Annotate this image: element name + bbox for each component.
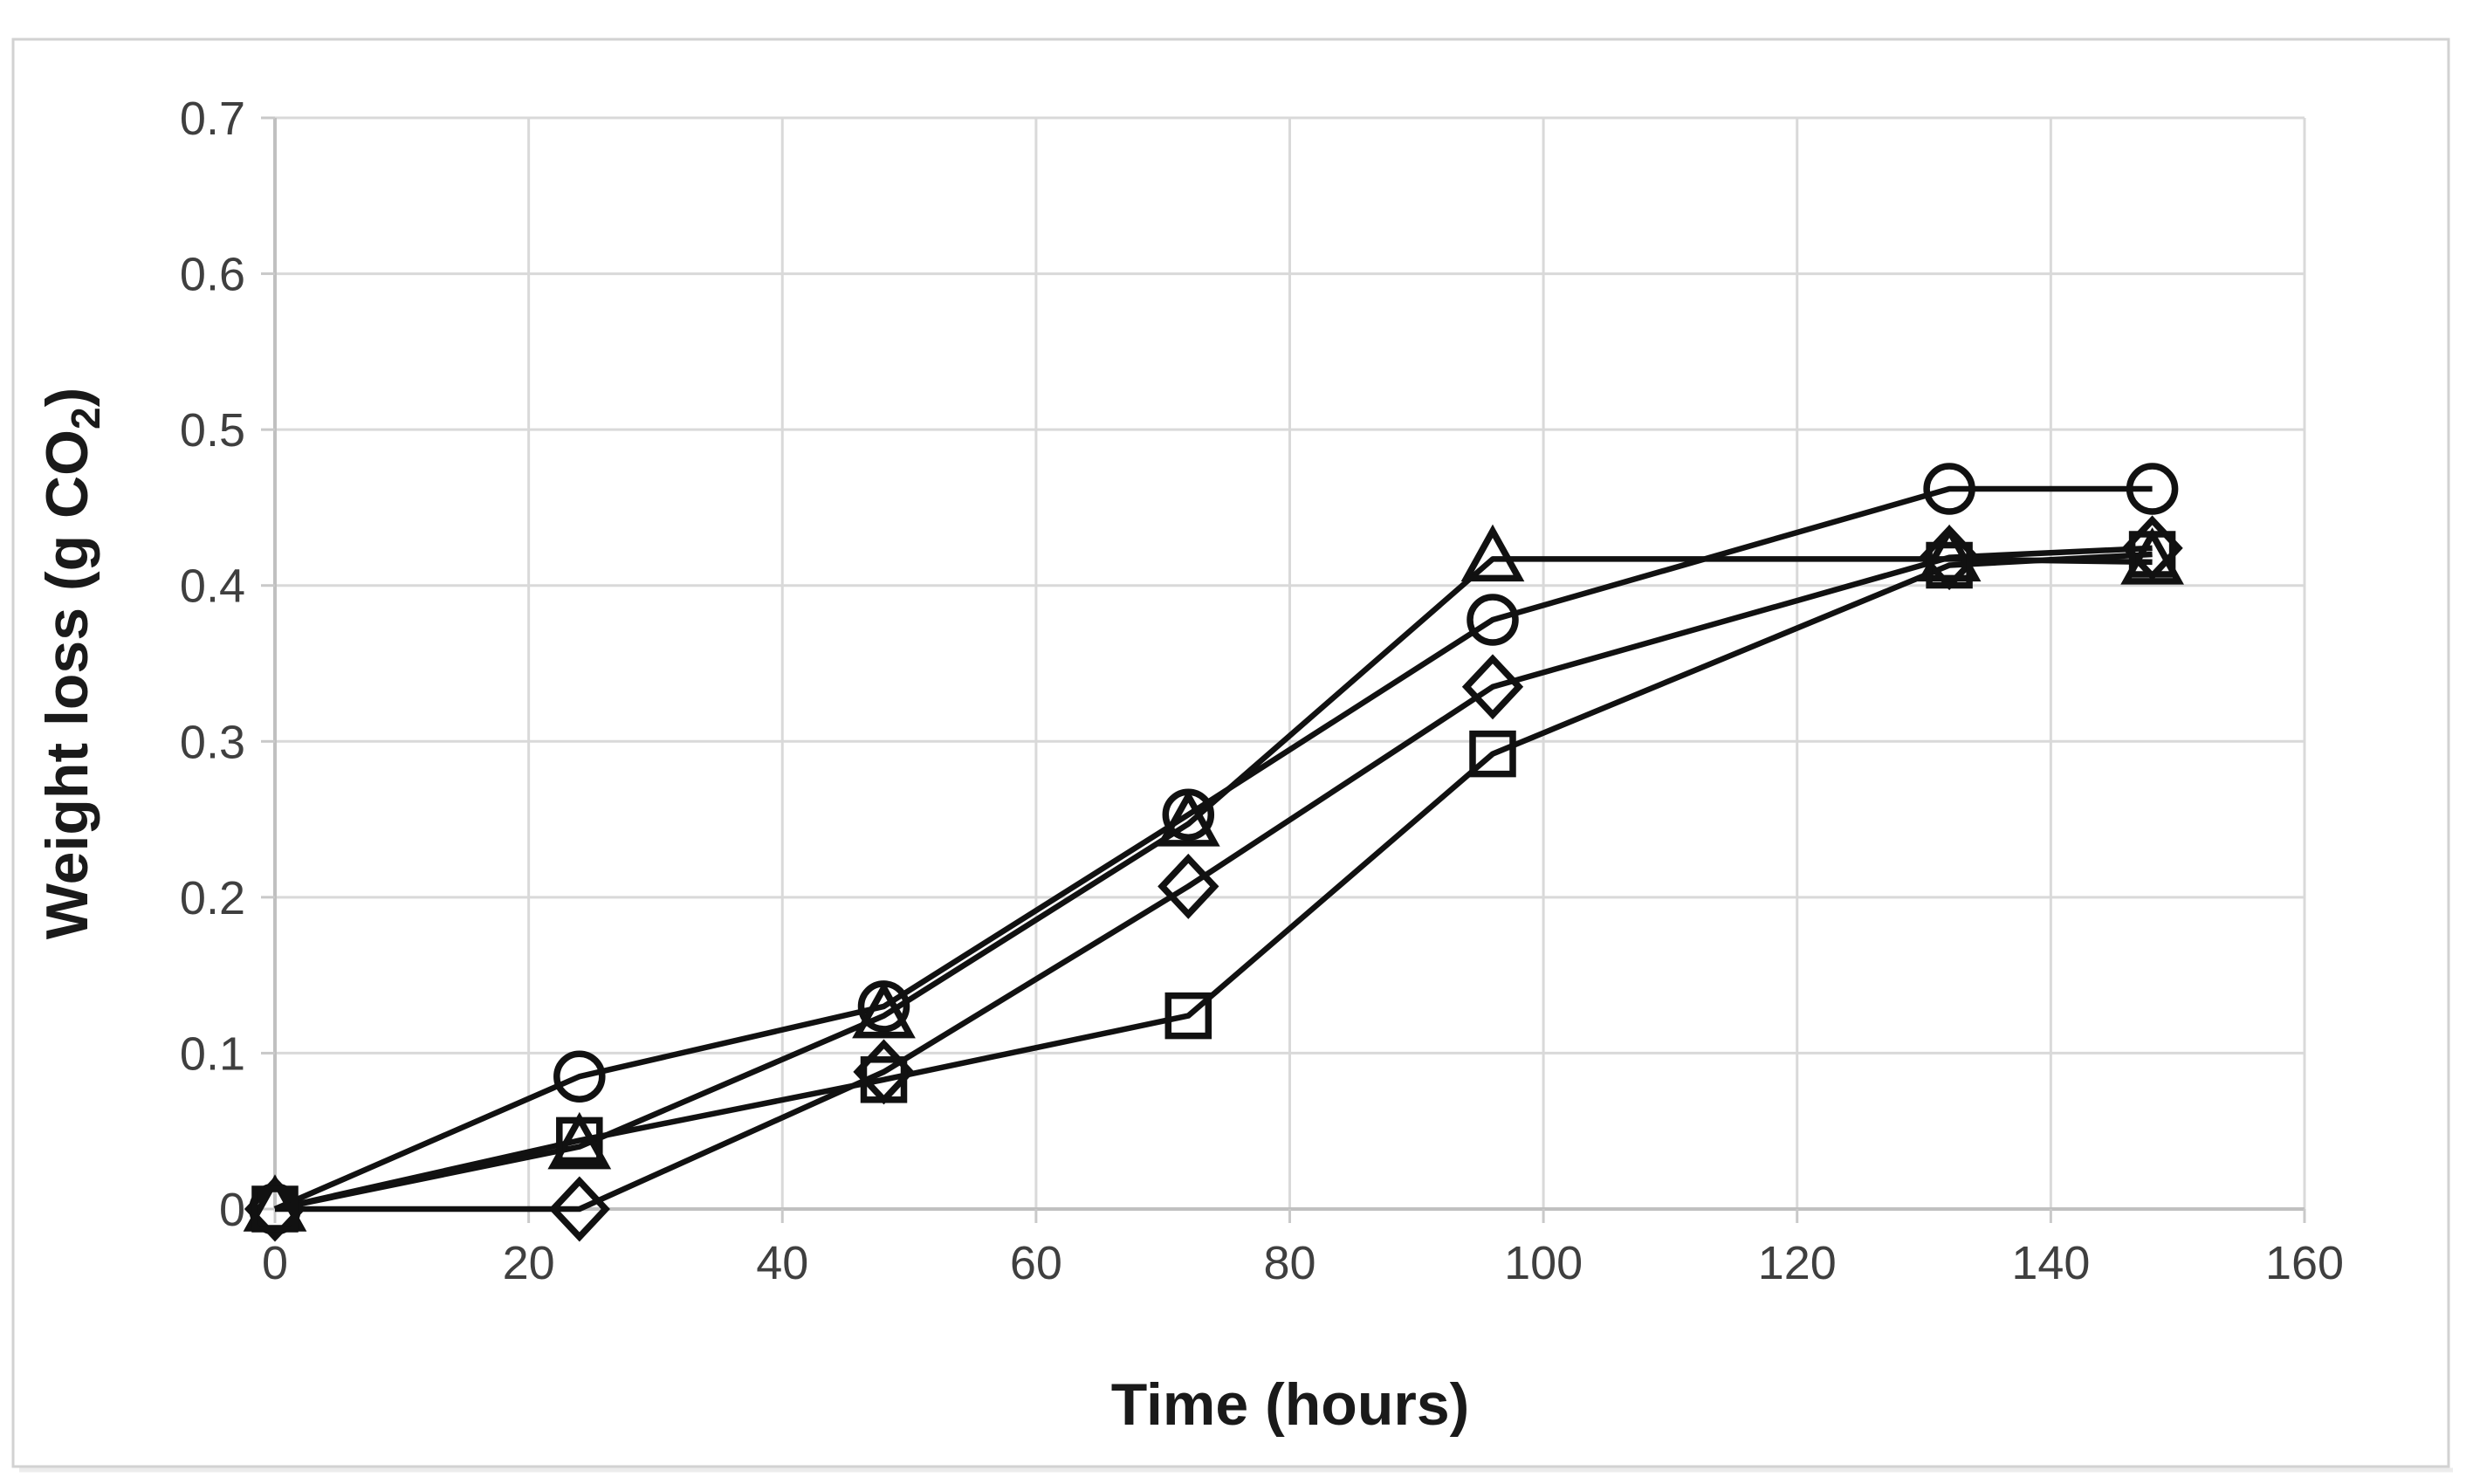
y-axis-title: Weight loss (g CO2): [34, 388, 108, 940]
x-tick-label: 60: [1010, 1237, 1062, 1289]
diamond-marker: [1461, 654, 1524, 720]
y-axis-title-close: ): [34, 388, 100, 408]
square-marker: [1164, 992, 1212, 1040]
y-tick-label: 0.2: [180, 872, 245, 924]
triangle-marker: [852, 980, 916, 1039]
diamond-marker: [1157, 853, 1219, 919]
y-tick-label: 0.5: [180, 404, 245, 457]
y-tick-label: 0.4: [180, 560, 245, 613]
x-tick-label: 80: [1263, 1237, 1315, 1289]
square-marker: [2128, 531, 2176, 578]
figure-border: [11, 38, 2450, 1468]
y-tick-label: 0.6: [180, 249, 245, 301]
tick-marks: [261, 116, 2306, 1223]
x-tick-label: 140: [2011, 1237, 2090, 1289]
x-tick-label: 120: [1758, 1237, 1837, 1289]
square-marker: [860, 1056, 908, 1103]
diamond-marker: [548, 1176, 610, 1242]
triangle-marker: [1917, 524, 1982, 582]
y-tick-label: 0.1: [180, 1027, 245, 1080]
square-marker: [1469, 730, 1516, 778]
gridlines: [275, 116, 2306, 1209]
y-axis-title-subscript: 2: [63, 407, 108, 429]
y-axis-title-main: Weight loss (g CO: [34, 429, 100, 939]
y-tick-labels: 0 0.1 0.2 0.3 0.4 0.5 0.6 0.7: [180, 93, 245, 1236]
x-axis-title: Time (hours): [1111, 1371, 1470, 1438]
triangle-marker: [1460, 524, 1525, 582]
circle-marker: [1923, 463, 1975, 515]
x-tick-label: 40: [756, 1237, 808, 1289]
x-tick-label: 100: [1504, 1237, 1583, 1289]
square-marker: [251, 1185, 299, 1233]
y-tick-label: 0.3: [180, 716, 245, 768]
x-tick-labels: 0 20 40 60 80 100 120 140 160: [262, 1237, 2344, 1289]
triangle-marker: [547, 1111, 612, 1170]
square-marker: [1926, 541, 1973, 589]
x-tick-label: 0: [262, 1237, 288, 1289]
circle-marker: [1467, 594, 1519, 646]
y-tick-label: 0.7: [180, 93, 245, 145]
y-tick-label: 0: [219, 1184, 245, 1236]
circle-marker: [553, 1050, 606, 1103]
x-tick-label: 160: [2265, 1237, 2344, 1289]
circle-series-line: [273, 485, 2153, 1212]
square-series-line: [274, 551, 2153, 1213]
circle-marker: [2126, 463, 2179, 515]
square-marker: [556, 1116, 603, 1165]
x-tick-label: 20: [503, 1237, 555, 1289]
series-lines: [273, 485, 2153, 1213]
series-markers: [243, 463, 2184, 1242]
diamond-series-line: [275, 545, 2153, 1213]
triangle-marker: [1156, 789, 1220, 847]
